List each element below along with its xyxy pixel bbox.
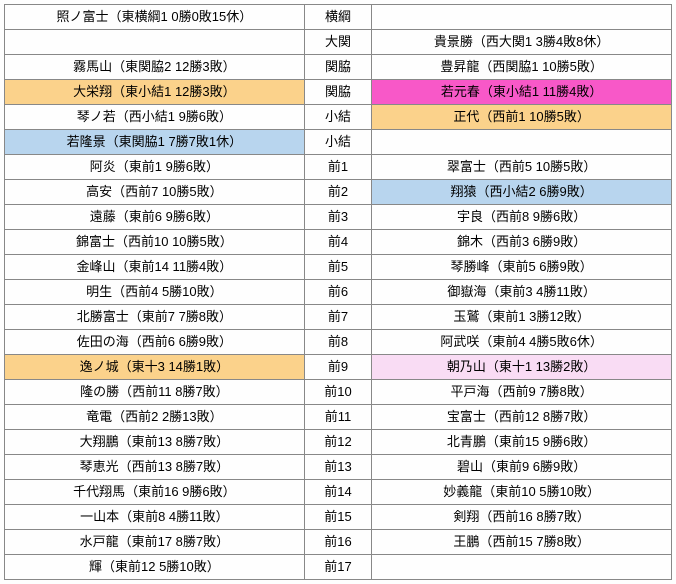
banzuke-table: 照ノ富士（東横綱1 0勝0敗15休）横綱大関貴景勝（西大関1 3勝4敗8休）霧馬… (4, 4, 672, 580)
east-wrestler-cell: 阿炎（東前1 9勝6敗） (5, 155, 305, 180)
table-row: 琴恵光（西前13 8勝7敗）前13碧山（東前9 6勝9敗） (5, 455, 672, 480)
east-wrestler-cell: 逸ノ城（東十3 14勝1敗） (5, 355, 305, 380)
table-row: 遠藤（東前6 9勝6敗）前3宇良（西前8 9勝6敗） (5, 205, 672, 230)
west-wrestler-cell (372, 555, 672, 580)
east-wrestler-cell: 北勝富士（東前7 7勝8敗） (5, 305, 305, 330)
table-row: 琴ノ若（西小結1 9勝6敗）小結正代（西前1 10勝5敗） (5, 105, 672, 130)
east-wrestler-cell: 竜電（西前2 2勝13敗） (5, 405, 305, 430)
west-wrestler-cell: 貴景勝（西大関1 3勝4敗8休） (372, 30, 672, 55)
rank-cell: 前12 (304, 430, 371, 455)
west-wrestler-cell: 翔猿（西小結2 6勝9敗） (372, 180, 672, 205)
rank-cell: 前6 (304, 280, 371, 305)
east-wrestler-cell: 佐田の海（西前6 6勝9敗） (5, 330, 305, 355)
table-row: 水戸龍（東前17 8勝7敗）前16王鵬（西前15 7勝8敗） (5, 530, 672, 555)
rank-cell: 小結 (304, 130, 371, 155)
west-wrestler-cell: 朝乃山（東十1 13勝2敗） (372, 355, 672, 380)
table-row: 隆の勝（西前11 8勝7敗）前10平戸海（西前9 7勝8敗） (5, 380, 672, 405)
east-wrestler-cell: 輝（東前12 5勝10敗） (5, 555, 305, 580)
table-row: 高安（西前7 10勝5敗）前2翔猿（西小結2 6勝9敗） (5, 180, 672, 205)
table-row: 北勝富士（東前7 7勝8敗）前7玉鷲（東前1 3勝12敗） (5, 305, 672, 330)
rank-cell: 前1 (304, 155, 371, 180)
table-row: 阿炎（東前1 9勝6敗）前1翠富士（西前5 10勝5敗） (5, 155, 672, 180)
west-wrestler-cell: 北青鵬（東前15 9勝6敗） (372, 430, 672, 455)
west-wrestler-cell: 玉鷲（東前1 3勝12敗） (372, 305, 672, 330)
rank-cell: 前8 (304, 330, 371, 355)
rank-cell: 前5 (304, 255, 371, 280)
west-wrestler-cell: 琴勝峰（東前5 6勝9敗） (372, 255, 672, 280)
table-row: 大栄翔（東小結1 12勝3敗）関脇若元春（東小結1 11勝4敗） (5, 80, 672, 105)
rank-cell: 関脇 (304, 55, 371, 80)
east-wrestler-cell: 照ノ富士（東横綱1 0勝0敗15休） (5, 5, 305, 30)
east-wrestler-cell (5, 30, 305, 55)
west-wrestler-cell: 阿武咲（東前4 4勝5敗6休） (372, 330, 672, 355)
east-wrestler-cell: 大栄翔（東小結1 12勝3敗） (5, 80, 305, 105)
rank-cell: 前15 (304, 505, 371, 530)
table-row: 金峰山（東前14 11勝4敗）前5琴勝峰（東前5 6勝9敗） (5, 255, 672, 280)
east-wrestler-cell: 明生（西前4 5勝10敗） (5, 280, 305, 305)
table-row: 若隆景（東関脇1 7勝7敗1休）小結 (5, 130, 672, 155)
rank-cell: 前14 (304, 480, 371, 505)
east-wrestler-cell: 遠藤（東前6 9勝6敗） (5, 205, 305, 230)
west-wrestler-cell: 豊昇龍（西関脇1 10勝5敗） (372, 55, 672, 80)
west-wrestler-cell: 錦木（西前3 6勝9敗） (372, 230, 672, 255)
table-row: 照ノ富士（東横綱1 0勝0敗15休）横綱 (5, 5, 672, 30)
rank-cell: 前3 (304, 205, 371, 230)
rank-cell: 前9 (304, 355, 371, 380)
rank-cell: 前2 (304, 180, 371, 205)
east-wrestler-cell: 霧馬山（東関脇2 12勝3敗） (5, 55, 305, 80)
east-wrestler-cell: 一山本（東前8 4勝11敗） (5, 505, 305, 530)
east-wrestler-cell: 高安（西前7 10勝5敗） (5, 180, 305, 205)
rank-cell: 前16 (304, 530, 371, 555)
west-wrestler-cell: 平戸海（西前9 7勝8敗） (372, 380, 672, 405)
west-wrestler-cell: 正代（西前1 10勝5敗） (372, 105, 672, 130)
east-wrestler-cell: 錦富士（西前10 10勝5敗） (5, 230, 305, 255)
rank-cell: 前17 (304, 555, 371, 580)
west-wrestler-cell: 王鵬（西前15 7勝8敗） (372, 530, 672, 555)
rank-cell: 前4 (304, 230, 371, 255)
table-row: 大関貴景勝（西大関1 3勝4敗8休） (5, 30, 672, 55)
rank-cell: 前7 (304, 305, 371, 330)
rank-cell: 前11 (304, 405, 371, 430)
west-wrestler-cell: 御嶽海（東前3 4勝11敗） (372, 280, 672, 305)
table-row: 一山本（東前8 4勝11敗）前15剣翔（西前16 8勝7敗） (5, 505, 672, 530)
east-wrestler-cell: 千代翔馬（東前16 9勝6敗） (5, 480, 305, 505)
west-wrestler-cell: 宝富士（西前12 8勝7敗） (372, 405, 672, 430)
west-wrestler-cell: 剣翔（西前16 8勝7敗） (372, 505, 672, 530)
rank-cell: 関脇 (304, 80, 371, 105)
east-wrestler-cell: 水戸龍（東前17 8勝7敗） (5, 530, 305, 555)
table-row: 明生（西前4 5勝10敗）前6御嶽海（東前3 4勝11敗） (5, 280, 672, 305)
table-row: 千代翔馬（東前16 9勝6敗）前14妙義龍（東前10 5勝10敗） (5, 480, 672, 505)
west-wrestler-cell: 碧山（東前9 6勝9敗） (372, 455, 672, 480)
table-row: 竜電（西前2 2勝13敗）前11宝富士（西前12 8勝7敗） (5, 405, 672, 430)
east-wrestler-cell: 琴恵光（西前13 8勝7敗） (5, 455, 305, 480)
table-row: 佐田の海（西前6 6勝9敗）前8阿武咲（東前4 4勝5敗6休） (5, 330, 672, 355)
east-wrestler-cell: 大翔鵬（東前13 8勝7敗） (5, 430, 305, 455)
west-wrestler-cell: 翠富士（西前5 10勝5敗） (372, 155, 672, 180)
west-wrestler-cell: 若元春（東小結1 11勝4敗） (372, 80, 672, 105)
east-wrestler-cell: 隆の勝（西前11 8勝7敗） (5, 380, 305, 405)
east-wrestler-cell: 若隆景（東関脇1 7勝7敗1休） (5, 130, 305, 155)
table-row: 大翔鵬（東前13 8勝7敗）前12北青鵬（東前15 9勝6敗） (5, 430, 672, 455)
table-row: 錦富士（西前10 10勝5敗）前4錦木（西前3 6勝9敗） (5, 230, 672, 255)
table-row: 霧馬山（東関脇2 12勝3敗）関脇豊昇龍（西関脇1 10勝5敗） (5, 55, 672, 80)
west-wrestler-cell: 妙義龍（東前10 5勝10敗） (372, 480, 672, 505)
west-wrestler-cell: 宇良（西前8 9勝6敗） (372, 205, 672, 230)
west-wrestler-cell (372, 5, 672, 30)
east-wrestler-cell: 金峰山（東前14 11勝4敗） (5, 255, 305, 280)
rank-cell: 小結 (304, 105, 371, 130)
table-row: 輝（東前12 5勝10敗）前17 (5, 555, 672, 580)
east-wrestler-cell: 琴ノ若（西小結1 9勝6敗） (5, 105, 305, 130)
rank-cell: 大関 (304, 30, 371, 55)
rank-cell: 横綱 (304, 5, 371, 30)
rank-cell: 前10 (304, 380, 371, 405)
west-wrestler-cell (372, 130, 672, 155)
rank-cell: 前13 (304, 455, 371, 480)
table-row: 逸ノ城（東十3 14勝1敗）前9朝乃山（東十1 13勝2敗） (5, 355, 672, 380)
